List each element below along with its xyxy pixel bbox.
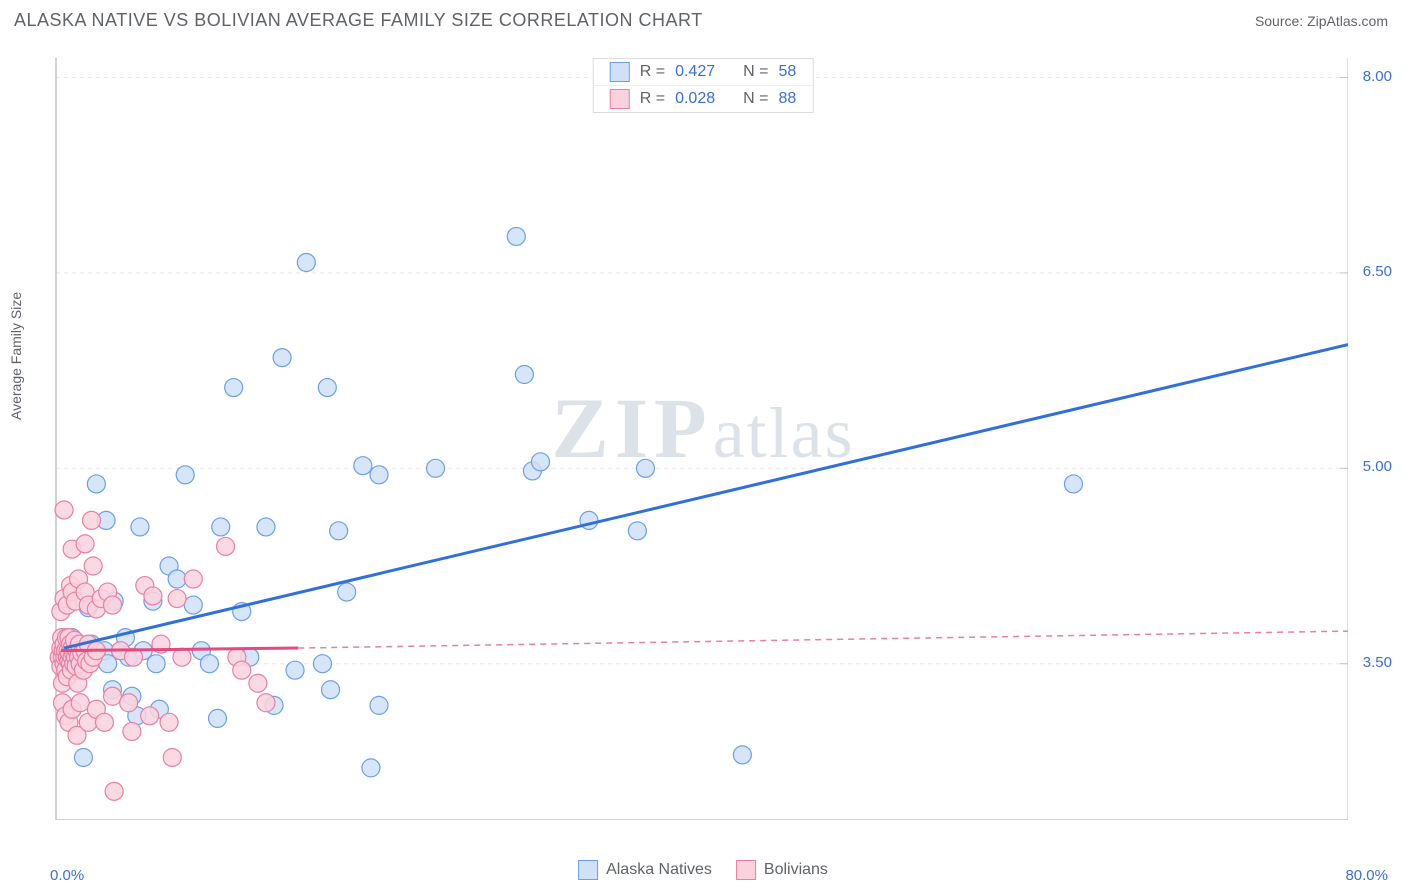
swatch-bolivian-icon xyxy=(736,860,756,880)
chart-area xyxy=(48,50,1348,820)
y-tick-label: 8.00 xyxy=(1363,68,1392,85)
stats-row-alaska: R = 0.427 N = 58 xyxy=(594,59,813,85)
r-value-alaska: 0.427 xyxy=(675,63,715,81)
header-bar: ALASKA NATIVE VS BOLIVIAN AVERAGE FAMILY… xyxy=(0,0,1406,39)
n-label: N = xyxy=(743,63,768,81)
legend-label-alaska: Alaska Natives xyxy=(606,861,712,879)
legend-item-bolivian: Bolivians xyxy=(736,860,828,880)
n-value-alaska: 58 xyxy=(778,63,796,81)
stats-row-bolivian: R = 0.028 N = 88 xyxy=(594,85,813,112)
y-axis-label: Average Family Size xyxy=(8,292,24,420)
source-credit: Source: ZipAtlas.com xyxy=(1255,13,1388,29)
series-legend: Alaska Natives Bolivians xyxy=(578,860,828,880)
y-tick-label: 3.50 xyxy=(1363,654,1392,671)
y-tick-label: 5.00 xyxy=(1363,458,1392,475)
n-label: N = xyxy=(743,90,768,108)
source-name: ZipAtlas.com xyxy=(1307,13,1388,29)
swatch-bolivian xyxy=(610,89,630,109)
r-label: R = xyxy=(640,90,665,108)
y-tick-label: 6.50 xyxy=(1363,263,1392,280)
source-prefix: Source: xyxy=(1255,13,1307,29)
legend-item-alaska: Alaska Natives xyxy=(578,860,712,880)
stats-legend: R = 0.427 N = 58 R = 0.028 N = 88 xyxy=(593,58,814,113)
chart-title: ALASKA NATIVE VS BOLIVIAN AVERAGE FAMILY… xyxy=(14,10,703,31)
swatch-alaska-icon xyxy=(578,860,598,880)
n-value-bolivian: 88 xyxy=(778,90,796,108)
scatter-plot-svg xyxy=(48,50,1348,820)
legend-label-bolivian: Bolivians xyxy=(764,861,828,879)
x-tick-max: 80.0% xyxy=(1345,867,1388,884)
r-value-bolivian: 0.028 xyxy=(675,90,715,108)
r-label: R = xyxy=(640,63,665,81)
x-tick-min: 0.0% xyxy=(50,867,84,884)
swatch-alaska xyxy=(610,62,630,82)
